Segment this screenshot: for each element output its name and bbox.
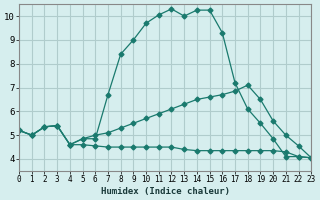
X-axis label: Humidex (Indice chaleur): Humidex (Indice chaleur) bbox=[101, 187, 230, 196]
